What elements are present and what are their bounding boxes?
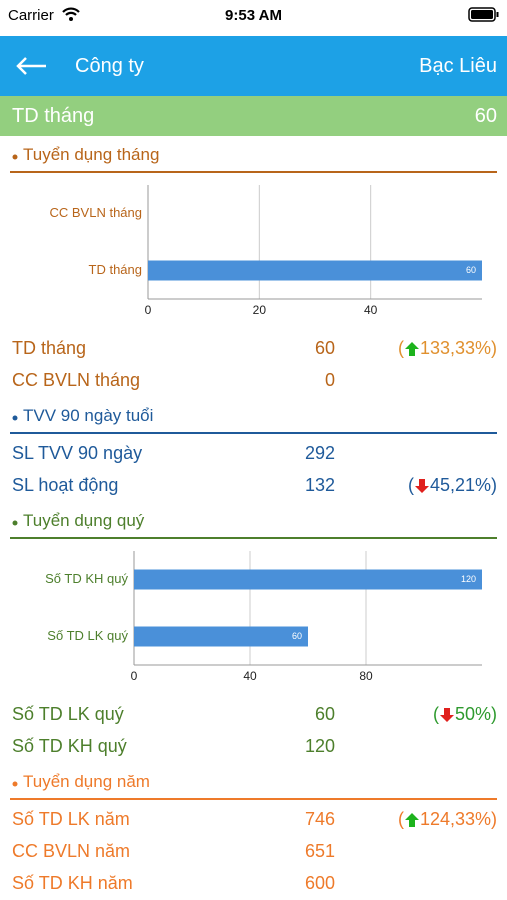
row-label: SL TVV 90 ngày	[12, 443, 143, 463]
x-tick-label: 0	[145, 303, 152, 317]
bar	[134, 626, 308, 647]
wifi-icon	[62, 7, 80, 21]
row-label: Số TD KH quý	[12, 736, 127, 756]
bullet-dot	[12, 781, 18, 787]
bar-value-label: 120	[461, 574, 476, 584]
section-divider	[10, 537, 497, 539]
arrow-shape	[439, 707, 454, 722]
change: (124,33%)	[398, 809, 497, 830]
section-divider	[10, 432, 497, 434]
change: (50%)	[433, 704, 497, 725]
trend-arrow	[404, 341, 419, 356]
bullet	[12, 520, 18, 526]
bullet	[12, 415, 18, 421]
change-text: )	[491, 338, 497, 358]
row-label: Số TD LK năm	[12, 809, 130, 829]
row-value: 600	[304, 873, 335, 893]
row-value: 292	[304, 443, 335, 463]
row-value: 0	[324, 370, 335, 390]
row-label: Số TD LK quý	[12, 704, 124, 724]
row-label: SL hoạt động	[12, 475, 119, 495]
bullet-dot	[12, 154, 18, 160]
summary-label: TD tháng	[12, 105, 95, 127]
bullet	[12, 154, 18, 160]
x-tick-label: 0	[131, 669, 138, 683]
change-text: (	[407, 475, 414, 495]
x-tick-label: 40	[364, 303, 378, 317]
carrier: Carrier	[8, 7, 54, 24]
arrow-shape	[404, 341, 419, 356]
arrow-shape	[414, 478, 429, 493]
x-tick-label: 80	[359, 669, 373, 683]
change: (133,33%)	[398, 338, 497, 359]
row-label: CC BVLN tháng	[12, 370, 141, 390]
y-tick-label: TD tháng	[89, 262, 142, 277]
nav-title: Công ty	[75, 55, 144, 77]
bullet-dot	[12, 520, 18, 526]
change-text: (	[432, 704, 439, 724]
bar	[148, 260, 482, 281]
row-label: CC BVLN năm	[12, 841, 131, 861]
change-text: (	[397, 809, 404, 829]
change-text: 124,33%	[419, 809, 491, 829]
change-text: 50%	[454, 704, 491, 724]
row-value: 651	[304, 841, 335, 861]
change-text: )	[491, 809, 497, 829]
y-tick-label: Số TD LK quý	[47, 628, 128, 643]
row-label: TD tháng	[12, 338, 87, 358]
section-title: Tuyển dụng năm	[23, 772, 150, 791]
y-tick-label: Số TD KH quý	[45, 571, 128, 586]
change-text: 133,33%	[419, 338, 491, 358]
change: (45,21%)	[408, 475, 497, 496]
section-divider	[10, 171, 497, 173]
y-tick-label: CC BVLN tháng	[50, 205, 143, 220]
change-text: (	[397, 338, 404, 358]
bullet-dot	[12, 415, 18, 421]
row-value: 120	[304, 736, 335, 756]
x-tick-label: 20	[253, 303, 267, 317]
bar	[134, 569, 482, 590]
row-value: 132	[304, 475, 335, 495]
bar-chart: 0 20 40 CC BVLN tháng TD tháng 60	[50, 185, 482, 317]
bar-value-label: 60	[466, 265, 476, 275]
status-bar: Carrier 9:53 AM	[0, 0, 507, 36]
trend-arrow	[414, 478, 429, 493]
section-title: Tuyển dụng quý	[23, 511, 145, 530]
nav-region[interactable]: Bạc Liêu	[419, 55, 497, 77]
back-button[interactable]	[16, 56, 48, 76]
x-tick-label: 40	[243, 669, 257, 683]
section-title: TVV 90 ngày tuổi	[23, 406, 154, 425]
change-text: )	[491, 704, 497, 724]
section-title: Tuyển dụng tháng	[23, 145, 160, 164]
bar-chart: 0 40 80 Số TD KH quý 120 Số TD LK quý 60	[45, 551, 482, 683]
row-value: 60	[314, 338, 335, 358]
row-label: Số TD KH năm	[12, 873, 133, 893]
summary-bar: TD tháng 60	[0, 96, 507, 136]
arrow-shape	[404, 812, 419, 827]
row-value: 60	[314, 704, 335, 724]
row-value: 746	[304, 809, 335, 829]
trend-arrow	[439, 707, 454, 722]
change-text: 45,21%	[429, 475, 491, 495]
change-text: )	[491, 475, 497, 495]
bar-value-label: 60	[292, 631, 302, 641]
section-divider	[10, 798, 497, 800]
trend-arrow	[404, 812, 419, 827]
clock: 9:53 AM	[225, 7, 282, 24]
summary-value: 60	[474, 105, 497, 127]
bullet	[12, 781, 18, 787]
nav-bar: Công ty Bạc Liêu	[0, 36, 507, 96]
battery-icon	[468, 7, 499, 22]
